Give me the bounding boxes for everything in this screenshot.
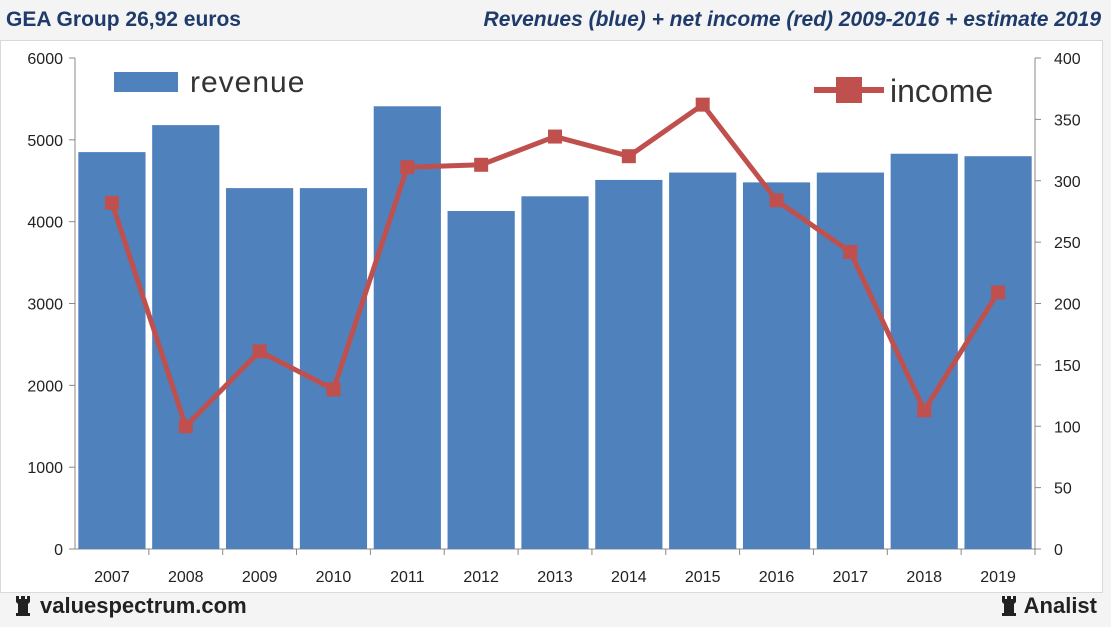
site-name: valuespectrum.com — [40, 593, 247, 618]
y-right-tick-label: 100 — [1054, 419, 1081, 436]
income-point — [769, 193, 784, 208]
y-left-tick-label: 1000 — [27, 460, 63, 477]
revenue-bars — [78, 106, 1032, 550]
x-tick-label: 2007 — [94, 569, 130, 586]
chart-title-right: Revenues (blue) + net income (red) 2009-… — [483, 8, 1101, 31]
legend: revenue income — [114, 66, 993, 109]
income-point — [104, 195, 119, 210]
rook-icon — [1001, 596, 1016, 616]
y-right-tick-label: 400 — [1054, 51, 1081, 68]
income-point — [326, 382, 341, 397]
revenue-bar — [964, 156, 1032, 549]
y-left-tick-label: 2000 — [27, 378, 63, 395]
legend-revenue-label: revenue — [190, 66, 305, 99]
income-point — [843, 244, 858, 259]
footer-brand: Analist — [1000, 593, 1097, 619]
income-point — [695, 97, 710, 112]
revenue-bar — [669, 172, 737, 550]
y-right-tick-label: 150 — [1054, 358, 1081, 375]
y-right-tick-label: 200 — [1054, 297, 1081, 314]
income-point — [621, 149, 636, 164]
income-point — [917, 403, 932, 418]
income-point — [252, 344, 267, 359]
revenue-bar — [816, 172, 884, 550]
rook-icon — [16, 596, 30, 616]
y-right-tick-label: 350 — [1054, 112, 1081, 129]
revenue-bar — [521, 196, 589, 549]
x-tick-label: 2017 — [833, 569, 869, 586]
brand-name: Analist — [1023, 593, 1097, 618]
income-point — [400, 160, 415, 175]
x-tick-label: 2011 — [390, 569, 425, 586]
y-left-tick-label: 4000 — [27, 215, 63, 232]
revenue-bar — [595, 179, 663, 549]
revenue-bar — [299, 188, 368, 550]
x-tick-label: 2012 — [463, 569, 499, 586]
y-right-tick-label: 0 — [1054, 542, 1063, 559]
income-point — [178, 419, 193, 434]
chart-title-left: GEA Group 26,92 euros — [6, 8, 241, 31]
revenue-bar — [447, 211, 515, 550]
income-point — [474, 157, 489, 172]
legend-income-label: income — [890, 73, 993, 109]
x-tick-label: 2009 — [242, 569, 278, 586]
revenue-bar — [78, 152, 146, 549]
x-tick-label: 2010 — [316, 569, 352, 586]
y-right-tick-label: 250 — [1054, 235, 1081, 252]
income-point — [991, 285, 1006, 300]
income-point — [548, 129, 562, 144]
legend-revenue-swatch — [114, 72, 178, 92]
x-tick-label: 2014 — [611, 569, 647, 586]
y-left-tick-label: 6000 — [27, 51, 63, 68]
x-tick-label: 2008 — [168, 569, 204, 586]
revenue-bar — [152, 125, 220, 549]
x-tick-label: 2015 — [685, 569, 721, 586]
revenue-bar — [373, 106, 441, 549]
y-right-tick-label: 50 — [1054, 481, 1072, 498]
legend-income-marker — [836, 77, 862, 103]
x-tick-label: 2019 — [980, 569, 1016, 586]
y-left-tick-label: 3000 — [27, 297, 63, 314]
revenue-bar — [890, 153, 958, 549]
footer-site: valuespectrum.com — [14, 593, 247, 619]
x-tick-label: 2018 — [906, 569, 942, 586]
y-left-tick-label: 5000 — [27, 133, 63, 150]
x-tick-label: 2016 — [759, 569, 795, 586]
revenue-bar — [742, 182, 811, 550]
revenue-bar — [226, 188, 294, 550]
income-line — [104, 97, 1006, 434]
x-tick-label: 2013 — [537, 569, 573, 586]
y-right-tick-label: 300 — [1054, 174, 1081, 191]
y-left-tick-label: 0 — [54, 542, 63, 559]
